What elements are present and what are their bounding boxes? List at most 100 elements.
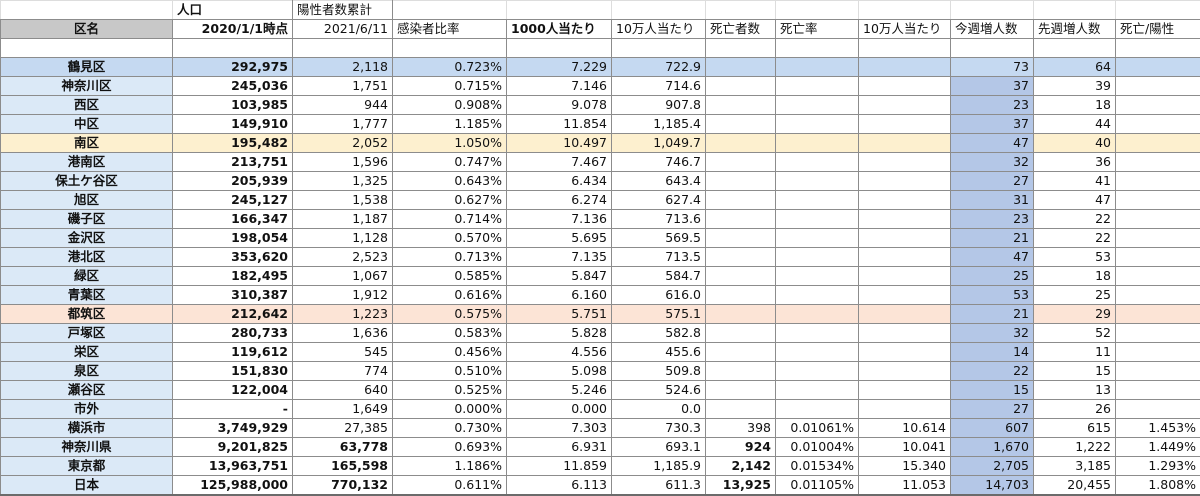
- header-top-cell[interactable]: [0, 0, 173, 20]
- this-week-cell[interactable]: 21: [950, 304, 1034, 324]
- infection-ratio-cell[interactable]: 0.627%: [392, 190, 507, 210]
- per-100k-cell[interactable]: 509.8: [611, 361, 706, 381]
- per-1000-cell[interactable]: 7.135: [506, 247, 612, 267]
- death-positive-cell[interactable]: [1115, 152, 1200, 172]
- population-cell[interactable]: 3,749,929: [172, 418, 293, 438]
- population-cell[interactable]: 182,495: [172, 266, 293, 286]
- last-week-cell[interactable]: 47: [1033, 190, 1116, 210]
- per-100k-cell[interactable]: 611.3: [611, 475, 706, 496]
- per-100k-cell[interactable]: 1,185.9: [611, 456, 706, 476]
- positive-cell[interactable]: 1,325: [292, 171, 393, 191]
- deaths-per-100k-cell[interactable]: 15.340: [858, 456, 951, 476]
- last-week-cell[interactable]: 53: [1033, 247, 1116, 267]
- death-positive-cell[interactable]: 1.293%: [1115, 456, 1200, 476]
- per-1000-cell[interactable]: 11.854: [506, 114, 612, 134]
- this-week-cell[interactable]: 53: [950, 285, 1034, 305]
- death-rate-cell[interactable]: [775, 114, 859, 134]
- death-rate-cell[interactable]: [775, 247, 859, 267]
- header-deaths-per-100k[interactable]: 10万人当たり: [858, 19, 951, 39]
- per-100k-cell[interactable]: 1,185.4: [611, 114, 706, 134]
- per-100k-cell[interactable]: 455.6: [611, 342, 706, 362]
- last-week-cell[interactable]: 11: [1033, 342, 1116, 362]
- ward-name-cell[interactable]: 瀬谷区: [0, 380, 173, 400]
- per-1000-cell[interactable]: 6.274: [506, 190, 612, 210]
- per-1000-cell[interactable]: 7.303: [506, 418, 612, 438]
- deaths-cell[interactable]: [705, 114, 776, 134]
- death-rate-cell[interactable]: [775, 323, 859, 343]
- deaths-cell[interactable]: 398: [705, 418, 776, 438]
- header-top-cell[interactable]: [950, 0, 1034, 20]
- blank-cell[interactable]: [858, 38, 951, 58]
- death-positive-cell[interactable]: [1115, 76, 1200, 96]
- per-100k-cell[interactable]: 575.1: [611, 304, 706, 324]
- per-1000-cell[interactable]: 11.859: [506, 456, 612, 476]
- header-this-week[interactable]: 今週増人数: [950, 19, 1034, 39]
- last-week-cell[interactable]: 15: [1033, 361, 1116, 381]
- per-1000-cell[interactable]: 0.000: [506, 399, 612, 419]
- blank-cell[interactable]: [705, 38, 776, 58]
- death-positive-cell[interactable]: [1115, 361, 1200, 381]
- header-top-cell[interactable]: [392, 0, 507, 20]
- infection-ratio-cell[interactable]: 0.456%: [392, 342, 507, 362]
- death-rate-cell[interactable]: [775, 285, 859, 305]
- ward-name-cell[interactable]: 保土ケ谷区: [0, 171, 173, 191]
- death-positive-cell[interactable]: 1.453%: [1115, 418, 1200, 438]
- infection-ratio-cell[interactable]: 0.730%: [392, 418, 507, 438]
- positive-cell[interactable]: 1,596: [292, 152, 393, 172]
- last-week-cell[interactable]: 18: [1033, 266, 1116, 286]
- deaths-cell[interactable]: [705, 380, 776, 400]
- this-week-cell[interactable]: 23: [950, 95, 1034, 115]
- infection-ratio-cell[interactable]: 0.585%: [392, 266, 507, 286]
- last-week-cell[interactable]: 44: [1033, 114, 1116, 134]
- death-positive-cell[interactable]: [1115, 190, 1200, 210]
- positive-cell[interactable]: 1,223: [292, 304, 393, 324]
- last-week-cell[interactable]: 26: [1033, 399, 1116, 419]
- header-population-date[interactable]: 2020/1/1時点: [172, 19, 293, 39]
- population-cell[interactable]: 353,620: [172, 247, 293, 267]
- per-1000-cell[interactable]: 10.497: [506, 133, 612, 153]
- header-top-cell[interactable]: [506, 0, 612, 20]
- population-cell[interactable]: 9,201,825: [172, 437, 293, 457]
- per-1000-cell[interactable]: 5.246: [506, 380, 612, 400]
- deaths-per-100k-cell[interactable]: [858, 323, 951, 343]
- per-100k-cell[interactable]: 0.0: [611, 399, 706, 419]
- per-100k-cell[interactable]: 616.0: [611, 285, 706, 305]
- header-top-cell[interactable]: [858, 0, 951, 20]
- deaths-per-100k-cell[interactable]: [858, 95, 951, 115]
- header-ward-name[interactable]: 区名: [0, 19, 173, 39]
- this-week-cell[interactable]: 47: [950, 247, 1034, 267]
- positive-cell[interactable]: 1,912: [292, 285, 393, 305]
- ward-name-cell[interactable]: 金沢区: [0, 228, 173, 248]
- death-rate-cell[interactable]: [775, 380, 859, 400]
- this-week-cell[interactable]: 27: [950, 399, 1034, 419]
- death-positive-cell[interactable]: [1115, 247, 1200, 267]
- death-rate-cell[interactable]: [775, 190, 859, 210]
- ward-name-cell[interactable]: 旭区: [0, 190, 173, 210]
- per-100k-cell[interactable]: 524.6: [611, 380, 706, 400]
- per-100k-cell[interactable]: 714.6: [611, 76, 706, 96]
- death-rate-cell[interactable]: [775, 399, 859, 419]
- death-rate-cell[interactable]: [775, 342, 859, 362]
- deaths-cell[interactable]: [705, 304, 776, 324]
- population-cell[interactable]: -: [172, 399, 293, 419]
- death-positive-cell[interactable]: [1115, 399, 1200, 419]
- death-positive-cell[interactable]: [1115, 380, 1200, 400]
- last-week-cell[interactable]: 1,222: [1033, 437, 1116, 457]
- ward-name-cell[interactable]: 南区: [0, 133, 173, 153]
- infection-ratio-cell[interactable]: 0.723%: [392, 57, 507, 77]
- this-week-cell[interactable]: 37: [950, 114, 1034, 134]
- deaths-per-100k-cell[interactable]: 11.053: [858, 475, 951, 496]
- ward-name-cell[interactable]: 神奈川県: [0, 437, 173, 457]
- ward-name-cell[interactable]: 鶴見区: [0, 57, 173, 77]
- deaths-per-100k-cell[interactable]: [858, 190, 951, 210]
- ward-name-cell[interactable]: 泉区: [0, 361, 173, 381]
- this-week-cell[interactable]: 15: [950, 380, 1034, 400]
- per-1000-cell[interactable]: 7.136: [506, 209, 612, 229]
- infection-ratio-cell[interactable]: 0.714%: [392, 209, 507, 229]
- infection-ratio-cell[interactable]: 0.510%: [392, 361, 507, 381]
- deaths-cell[interactable]: [705, 266, 776, 286]
- ward-name-cell[interactable]: 栄区: [0, 342, 173, 362]
- population-cell[interactable]: 292,975: [172, 57, 293, 77]
- per-100k-cell[interactable]: 722.9: [611, 57, 706, 77]
- positive-cell[interactable]: 2,523: [292, 247, 393, 267]
